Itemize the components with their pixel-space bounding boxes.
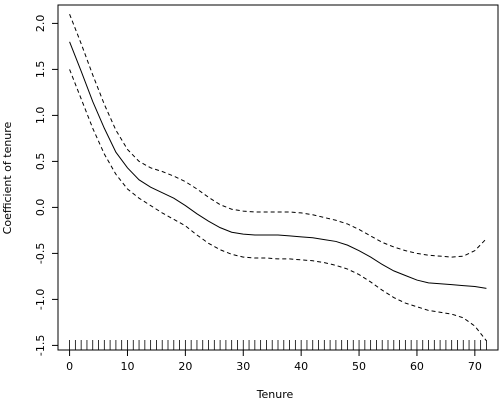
confidence-band-line bbox=[69, 69, 487, 342]
x-tick-label: 10 bbox=[120, 360, 134, 373]
x-tick-label: 60 bbox=[410, 360, 424, 373]
x-axis-label: Tenure bbox=[256, 388, 294, 400]
y-tick-label: 2.0 bbox=[34, 15, 47, 33]
series-lines bbox=[69, 14, 487, 342]
x-tick-label: 0 bbox=[66, 360, 73, 373]
y-tick-label: 0.0 bbox=[34, 199, 47, 217]
y-tick-label: 0.5 bbox=[34, 153, 47, 171]
rug-marks bbox=[69, 340, 487, 350]
x-tick-label: 30 bbox=[236, 360, 250, 373]
x-axis: 0 10 20 30 40 50 60 70 bbox=[66, 349, 482, 373]
y-axis: -1.5 -1.0 -0.5 0.0 0.5 1.0 1.5 2.0 bbox=[34, 15, 59, 356]
x-tick-label: 50 bbox=[352, 360, 366, 373]
y-tick-label: -1.0 bbox=[34, 289, 47, 310]
smooth-estimate-line bbox=[69, 41, 487, 289]
y-axis-label: Coefficient of tenure bbox=[1, 121, 14, 234]
y-tick-label: -0.5 bbox=[34, 243, 47, 264]
y-tick-label: 1.0 bbox=[34, 107, 47, 125]
confidence-band-line bbox=[69, 14, 487, 258]
x-tick-label: 40 bbox=[294, 360, 308, 373]
y-tick-label: 1.5 bbox=[34, 61, 47, 79]
x-tick-label: 70 bbox=[468, 360, 482, 373]
x-tick-label: 20 bbox=[178, 360, 192, 373]
plot-frame bbox=[57, 4, 499, 351]
y-tick-label: -1.5 bbox=[34, 335, 47, 356]
